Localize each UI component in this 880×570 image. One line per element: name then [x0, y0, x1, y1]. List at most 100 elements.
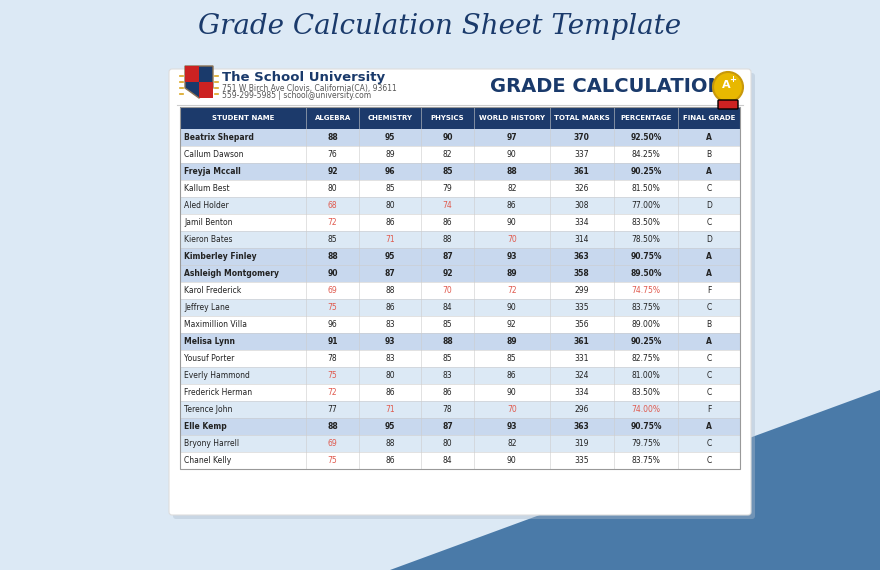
- Text: 326: 326: [575, 184, 589, 193]
- Bar: [199, 82, 213, 98]
- Text: 71: 71: [385, 405, 395, 414]
- Text: B: B: [707, 320, 712, 329]
- Text: 90: 90: [442, 133, 452, 142]
- Text: 80: 80: [443, 439, 452, 448]
- Text: 334: 334: [575, 218, 589, 227]
- Text: 90.25%: 90.25%: [630, 167, 662, 176]
- Text: 82: 82: [507, 439, 517, 448]
- Text: 337: 337: [575, 150, 589, 159]
- Text: Grade Calculation Sheet Template: Grade Calculation Sheet Template: [198, 14, 682, 40]
- Text: 82: 82: [443, 150, 452, 159]
- Text: 356: 356: [575, 320, 589, 329]
- Text: 80: 80: [327, 184, 337, 193]
- Text: 751 W Birch Ave Clovis, California(CA), 93611: 751 W Birch Ave Clovis, California(CA), …: [222, 83, 397, 92]
- Text: Kimberley Finley: Kimberley Finley: [184, 252, 257, 261]
- Text: 96: 96: [327, 320, 337, 329]
- Polygon shape: [390, 390, 880, 570]
- Text: F: F: [707, 405, 711, 414]
- Text: 87: 87: [442, 422, 453, 431]
- Bar: [180, 401, 740, 418]
- Text: 74.00%: 74.00%: [632, 405, 661, 414]
- Text: 85: 85: [443, 354, 452, 363]
- Bar: [180, 452, 740, 469]
- Text: 77.00%: 77.00%: [632, 201, 661, 210]
- Text: WORLD HISTORY: WORLD HISTORY: [479, 115, 545, 121]
- Text: 72: 72: [327, 388, 337, 397]
- Text: 72: 72: [327, 218, 337, 227]
- Text: CHEMISTRY: CHEMISTRY: [368, 115, 413, 121]
- Text: 84: 84: [443, 456, 452, 465]
- Text: 77: 77: [327, 405, 337, 414]
- Text: 90.75%: 90.75%: [630, 422, 662, 431]
- Text: 90: 90: [507, 218, 517, 227]
- Text: 358: 358: [574, 269, 590, 278]
- Text: 76: 76: [327, 150, 337, 159]
- Text: Karol Frederick: Karol Frederick: [184, 286, 241, 295]
- Text: 85: 85: [327, 235, 337, 244]
- Text: 96: 96: [385, 167, 395, 176]
- Text: 81.00%: 81.00%: [632, 371, 661, 380]
- Text: 86: 86: [443, 218, 452, 227]
- Text: 86: 86: [385, 388, 395, 397]
- Text: F: F: [707, 286, 711, 295]
- Text: Terence John: Terence John: [184, 405, 232, 414]
- Text: 92: 92: [442, 269, 452, 278]
- Bar: [180, 265, 740, 282]
- Text: 90: 90: [327, 269, 338, 278]
- Text: C: C: [707, 371, 712, 380]
- Text: 86: 86: [507, 371, 517, 380]
- Text: 82.75%: 82.75%: [632, 354, 661, 363]
- Text: 83.50%: 83.50%: [632, 218, 661, 227]
- Text: 89.00%: 89.00%: [632, 320, 661, 329]
- Text: 92: 92: [327, 167, 338, 176]
- Text: 85: 85: [507, 354, 517, 363]
- Text: Melisa Lynn: Melisa Lynn: [184, 337, 235, 346]
- Text: D: D: [707, 235, 712, 244]
- Text: 361: 361: [574, 167, 590, 176]
- Text: 70: 70: [507, 405, 517, 414]
- Text: 86: 86: [385, 303, 395, 312]
- Text: 90: 90: [507, 303, 517, 312]
- Text: 89: 89: [385, 150, 395, 159]
- Bar: [180, 299, 740, 316]
- Text: 88: 88: [443, 235, 452, 244]
- Bar: [180, 418, 740, 435]
- Text: C: C: [707, 218, 712, 227]
- Text: 331: 331: [575, 354, 589, 363]
- Text: Bryony Harrell: Bryony Harrell: [184, 439, 239, 448]
- Text: C: C: [707, 456, 712, 465]
- Text: Aled Holder: Aled Holder: [184, 201, 229, 210]
- Polygon shape: [185, 66, 213, 98]
- Text: 74: 74: [443, 201, 452, 210]
- Text: GRADE CALCULATION: GRADE CALCULATION: [490, 78, 723, 96]
- Text: 90: 90: [507, 456, 517, 465]
- Text: 95: 95: [385, 133, 395, 142]
- Text: Beatrix Shepard: Beatrix Shepard: [184, 133, 253, 142]
- Text: 78.50%: 78.50%: [632, 235, 661, 244]
- Text: C: C: [707, 388, 712, 397]
- Text: 88: 88: [327, 422, 338, 431]
- Text: 75: 75: [327, 371, 337, 380]
- Text: 90: 90: [507, 388, 517, 397]
- Bar: [180, 231, 740, 248]
- Text: 85: 85: [443, 320, 452, 329]
- Text: 308: 308: [575, 201, 589, 210]
- Text: 92: 92: [507, 320, 517, 329]
- Text: 83.50%: 83.50%: [632, 388, 661, 397]
- Text: A: A: [722, 80, 730, 90]
- Bar: [180, 435, 740, 452]
- Text: Kallum Best: Kallum Best: [184, 184, 230, 193]
- Text: PERCENTAGE: PERCENTAGE: [620, 115, 672, 121]
- Bar: [180, 282, 740, 299]
- Bar: [180, 350, 740, 367]
- Text: Frederick Herman: Frederick Herman: [184, 388, 253, 397]
- Text: Jeffrey Lane: Jeffrey Lane: [184, 303, 230, 312]
- Text: 299: 299: [575, 286, 589, 295]
- Text: 88: 88: [327, 252, 338, 261]
- Text: 89.50%: 89.50%: [630, 269, 662, 278]
- Text: 87: 87: [442, 252, 453, 261]
- Text: 72: 72: [507, 286, 517, 295]
- Text: Chanel Kelly: Chanel Kelly: [184, 456, 231, 465]
- Text: A: A: [707, 422, 712, 431]
- Text: 559-299-5985 | school@university.com: 559-299-5985 | school@university.com: [222, 92, 371, 100]
